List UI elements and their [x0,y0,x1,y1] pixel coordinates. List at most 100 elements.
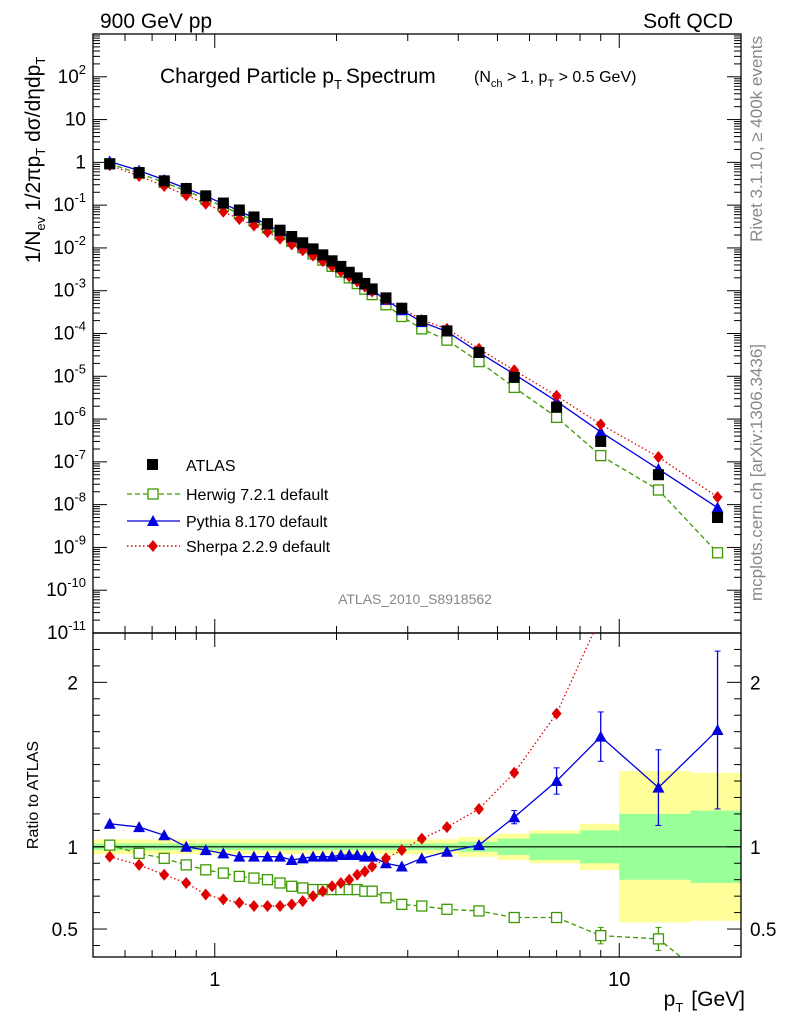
pythia-point [326,850,339,862]
sherpa-point [218,205,229,218]
herwig-point [652,933,665,945]
pythia-point [550,775,563,787]
herwig-point [217,867,229,879]
herwig-point [711,547,724,559]
atlas-data-point [297,237,309,249]
atlas-data-point [380,292,392,304]
legend-marker-herwig [147,488,159,500]
legend-label-sherpa: Sherpa 2.2.9 default [186,539,331,556]
sherpa-point [234,896,245,909]
atlas-data-point [359,277,371,289]
atlas-data-point [286,230,298,242]
pythia-point [711,501,724,513]
sherpa-point [653,578,663,590]
herwig-point [380,892,392,904]
ratio-y-tick-label: 1 [67,838,78,859]
legend-marker-sherpa [148,540,158,552]
y-tick-label: 10-3 [53,276,86,302]
pythia-point [508,811,521,823]
atlas-data-point [416,315,428,327]
pythia-point [343,849,356,861]
sherpa-point [275,900,286,913]
pythia-point [440,845,453,857]
pythia-point [217,847,230,859]
atlas-data-point [508,371,520,383]
sherpa-point [595,418,606,431]
y-tick-label: 1 [75,152,86,173]
atlas-data-point [307,243,319,255]
sherpa-point [234,212,245,225]
y-tick-label: 10-8 [53,490,86,516]
herwig-point [550,911,563,924]
herwig-point [441,334,453,346]
pythia-point [652,781,665,793]
ratio-series-group [103,578,724,957]
atlas-data-point [652,469,664,481]
atlas-data-point [233,204,245,216]
pythia-point [296,852,309,864]
y-tick-label: 102 [58,62,86,88]
sherpa-point [653,450,664,463]
herwig-point [248,872,260,884]
x-tick-label: 10 [608,969,630,991]
herwig-point [366,885,378,897]
herwig-point [233,870,245,883]
y-tick-label: 10-4 [53,319,86,345]
herwig-point [180,859,192,871]
herwig-point [286,880,298,892]
ratio-panel: 1 10 0.5 0.5 1 1 2 2 [52,578,776,991]
pythia-point [261,850,274,862]
pythia-point [247,850,260,862]
sherpa-point [159,868,170,881]
pythia-point [274,850,287,862]
main-series-line-2 [109,160,718,509]
pythia-point [103,817,116,829]
legend-marker-atlas [147,459,158,470]
atlas-data-point [343,266,355,278]
atlas-data-point [551,401,563,413]
pythia-point [133,821,146,833]
pythia-point [351,849,364,861]
sherpa-point [359,865,370,878]
sherpa-point [335,876,346,889]
atlas-data-point [200,190,212,202]
atlas-data-point [158,175,170,187]
pythia-point [594,425,607,437]
herwig-point [274,877,286,889]
atlas-data-point [595,435,607,447]
legend-label-pythia: Pythia 8.170 default [186,514,328,531]
ratio-ylabel: Ratio to ATLAS [25,741,42,849]
sherpa-point [317,885,328,898]
pythia-point [199,844,212,856]
sherpa-point [509,766,520,779]
pythia-point [472,839,485,851]
y-tick-label: 10-2 [53,233,86,259]
main-panel: 102 10 1 10-1 10-2 10-3 10-4 10-5 10-6 10-7 10-8 10… [46,33,742,644]
legend-label-atlas: ATLAS [186,458,236,475]
y-tick-label: 10-5 [53,361,86,387]
sherpa-point [262,900,273,913]
main-ylabel: 1/Nev 1/2πpT dσ/dηdpT [22,57,48,264]
sherpa-point [551,389,562,402]
atlas-data-point [396,302,408,314]
sherpa-point [441,821,452,834]
pythia-point [366,850,379,862]
pythia-point [395,860,408,872]
sherpa-point [352,868,363,881]
y-tick-label: 10-1 [53,190,86,216]
herwig-point [652,484,665,496]
rivet-label: Rivet 3.1.10, ≥ 400k events [747,36,766,242]
herwig-point [297,882,309,894]
sherpa-point [286,898,297,911]
atlas-data-point [366,283,378,295]
y-tick-label: 10-6 [53,404,86,430]
sherpa-point [134,858,145,871]
sherpa-point [473,802,484,815]
sherpa-point [181,876,192,889]
atlas-data-point [326,255,338,267]
sherpa-point [380,852,391,865]
atlas-data-point [217,197,229,209]
herwig-point [473,355,485,368]
mcplots-label: mcplots.cern.ch [arXiv:1306.3436] [747,344,766,601]
